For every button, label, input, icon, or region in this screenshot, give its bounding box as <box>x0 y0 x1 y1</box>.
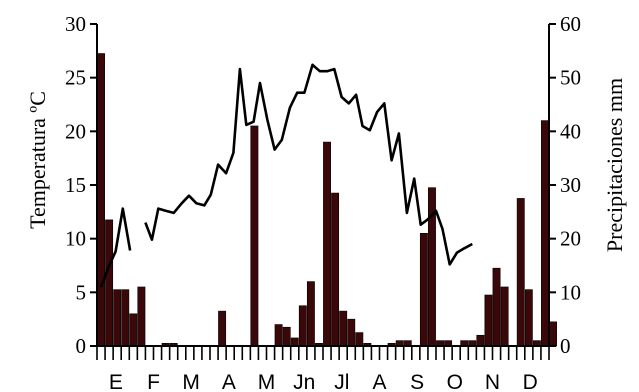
left-axis-tick-label: 15 <box>65 173 86 197</box>
x-axis-month-label: N <box>485 371 500 392</box>
precipitation-bar <box>97 53 105 347</box>
right-axis-tick-label: 10 <box>560 280 581 304</box>
precipitation-bar <box>347 318 356 347</box>
x-axis-month-label: S <box>410 371 424 392</box>
precipitation-bar <box>113 289 122 347</box>
left-axis-tick-label: 30 <box>65 12 86 36</box>
x-axis-month-label: M <box>182 371 200 392</box>
precipitation-bar <box>298 305 307 347</box>
precipitation-bar <box>250 125 259 347</box>
left-axis-tick-label: 5 <box>76 280 87 304</box>
left-axis-tick-label: 10 <box>65 227 86 251</box>
precipitation-bar <box>274 324 283 347</box>
precipitation-bar <box>524 289 533 347</box>
x-axis-month-label: A <box>372 371 386 392</box>
x-axis-month-label: F <box>147 371 160 392</box>
precipitation-bar <box>516 198 525 347</box>
precipitation-bar <box>121 289 130 347</box>
precipitation-bars <box>97 53 557 347</box>
precipitation-bar <box>105 219 114 347</box>
precipitation-bar <box>492 267 501 347</box>
precipitation-bar <box>500 286 509 347</box>
precipitation-bar <box>290 337 299 347</box>
left-axis-tick-label: 0 <box>76 334 87 358</box>
precipitation-bar <box>129 313 138 347</box>
right-axis-title: Precipitaciones mm <box>602 78 627 252</box>
right-axis-tick-label: 0 <box>560 334 571 358</box>
x-axis-month-label: Jn <box>293 371 315 392</box>
x-axis-month-label: A <box>222 371 236 392</box>
precipitation-bar <box>323 141 331 347</box>
right-axis-tick-label: 20 <box>560 227 581 251</box>
x-axis-month-label: E <box>109 371 123 392</box>
left-axis-tick-label: 25 <box>65 66 86 90</box>
precipitation-bar <box>355 332 364 347</box>
left-axis-title: Temperatura ºC <box>25 91 50 229</box>
x-axis-month-label: Jl <box>334 371 349 392</box>
precipitation-bar <box>541 120 549 347</box>
precipitation-bar <box>339 310 348 347</box>
axis-labels: 0 5 10 15 20 25 30 0 10 20 30 40 50 60 E F M A M Jn Jl A S O N D <box>65 12 581 392</box>
right-axis-tick-label: 50 <box>560 66 581 90</box>
temperature-series <box>144 63 473 266</box>
precipitation-bar <box>137 286 146 347</box>
x-axis-month-label: M <box>258 371 276 392</box>
precipitation-bar <box>549 321 557 347</box>
precipitation-bar <box>218 310 227 347</box>
right-axis-tick-label: 30 <box>560 173 581 197</box>
precipitation-bar <box>419 233 428 347</box>
left-axis-tick-label: 20 <box>65 119 86 143</box>
temperature-series <box>99 207 132 288</box>
temperature-line <box>99 63 473 288</box>
x-axis-month-label: D <box>523 371 538 392</box>
right-axis-tick-label: 60 <box>560 12 581 36</box>
precipitation-bar <box>476 334 485 347</box>
x-axis-month-label: O <box>447 371 463 392</box>
precipitation-bar <box>282 326 291 347</box>
precipitation-bar <box>331 192 340 347</box>
axes <box>90 23 556 360</box>
right-axis-tick-label: 40 <box>560 119 581 143</box>
precipitation-bar <box>484 294 493 347</box>
precipitation-bar <box>306 281 315 347</box>
